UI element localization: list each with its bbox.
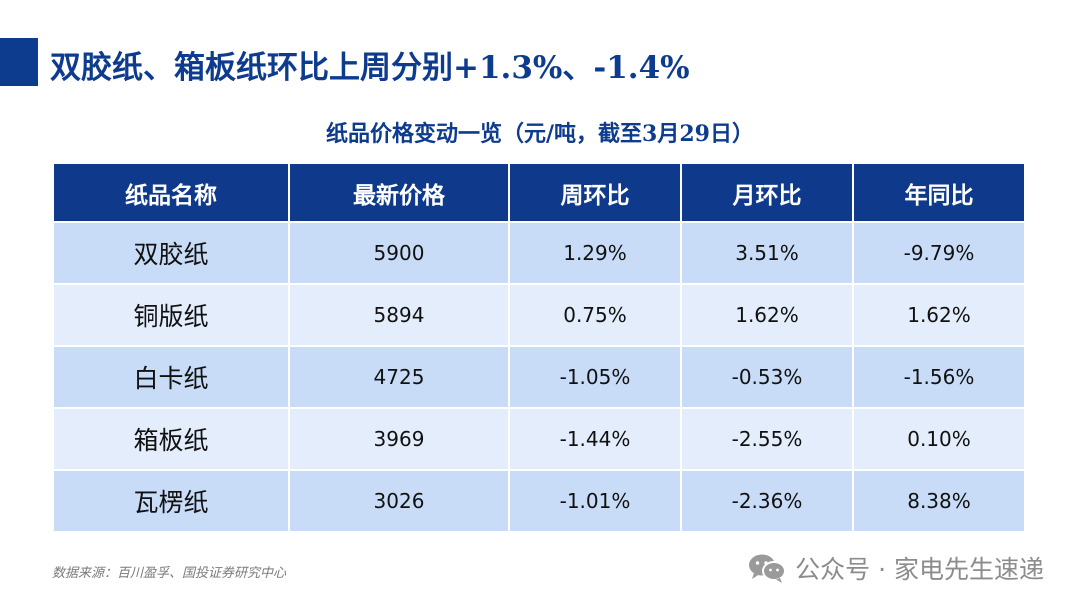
watermark-text: 公众号 · 家电先生速递 — [795, 555, 1044, 584]
table-row: 双胶纸 5900 1.29% 3.51% -9.79% — [52, 221, 1026, 285]
wechat-watermark: 公众号 · 家电先生速递 — [747, 550, 1044, 586]
price-cell: 4725 — [288, 345, 510, 409]
year-change-cell: 8.38% — [852, 469, 1026, 533]
price-cell: 3026 — [288, 469, 510, 533]
header-year-change: 年同比 — [852, 164, 1026, 222]
table-row: 白卡纸 4725 -1.05% -0.53% -1.56% — [52, 345, 1026, 409]
header-week-change: 周环比 — [508, 164, 682, 222]
week-change-cell: -1.05% — [508, 345, 682, 409]
price-cell: 5894 — [288, 283, 510, 347]
paper-name-cell: 箱板纸 — [52, 407, 290, 471]
table-row: 箱板纸 3969 -1.44% -2.55% 0.10% — [52, 407, 1026, 471]
header-paper-name: 纸品名称 — [52, 164, 290, 222]
table-row: 瓦楞纸 3026 -1.01% -2.36% 8.38% — [52, 469, 1026, 533]
year-change-cell: 1.62% — [852, 283, 1026, 347]
year-change-cell: 0.10% — [852, 407, 1026, 471]
table-row: 铜版纸 5894 0.75% 1.62% 1.62% — [52, 283, 1026, 347]
data-source-note: 数据来源：百川盈孚、国投证券研究中心 — [52, 566, 287, 581]
header-latest-price: 最新价格 — [288, 164, 510, 222]
header-month-change: 月环比 — [680, 164, 854, 222]
table-caption: 纸品价格变动一览（元/吨，截至3月29日） — [326, 121, 754, 147]
year-change-cell: -9.79% — [852, 221, 1026, 285]
month-change-cell: 1.62% — [680, 283, 854, 347]
paper-name-cell: 双胶纸 — [52, 221, 290, 285]
price-cell: 3969 — [288, 407, 510, 471]
month-change-cell: -0.53% — [680, 345, 854, 409]
week-change-cell: 1.29% — [508, 221, 682, 285]
month-change-cell: 3.51% — [680, 221, 854, 285]
week-change-cell: -1.44% — [508, 407, 682, 471]
paper-name-cell: 瓦楞纸 — [52, 469, 290, 533]
page-title: 双胶纸、箱板纸环比上周分别+1.3%、-1.4% — [50, 50, 690, 86]
wechat-icon — [749, 554, 787, 583]
price-cell: 5900 — [288, 221, 510, 285]
paper-name-cell: 铜版纸 — [52, 283, 290, 347]
month-change-cell: -2.36% — [680, 469, 854, 533]
year-change-cell: -1.56% — [852, 345, 1026, 409]
paper-price-table: 纸品名称 最新价格 周环比 月环比 年同比 双胶纸 5900 1.29% 3.5… — [52, 164, 1026, 533]
week-change-cell: -1.01% — [508, 469, 682, 533]
month-change-cell: -2.55% — [680, 407, 854, 471]
title-accent-bar — [0, 38, 38, 86]
paper-name-cell: 白卡纸 — [52, 345, 290, 409]
table-header-row: 纸品名称 最新价格 周环比 月环比 年同比 — [52, 164, 1026, 222]
week-change-cell: 0.75% — [508, 283, 682, 347]
